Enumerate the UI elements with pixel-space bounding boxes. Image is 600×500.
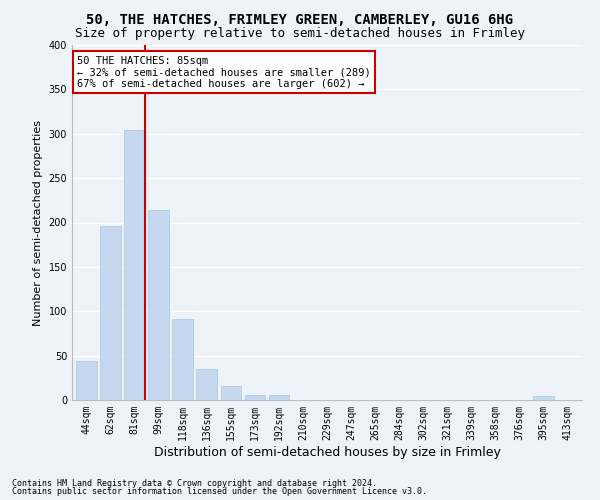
Text: Contains HM Land Registry data © Crown copyright and database right 2024.: Contains HM Land Registry data © Crown c… [12,478,377,488]
Y-axis label: Number of semi-detached properties: Number of semi-detached properties [33,120,43,326]
Bar [196,369,217,400]
Text: 50 THE HATCHES: 85sqm
← 32% of semi-detached houses are smaller (289)
67% of sem: 50 THE HATCHES: 85sqm ← 32% of semi-deta… [77,56,371,89]
Bar [269,394,289,400]
Bar [124,130,145,400]
Bar [533,396,554,400]
Text: 50, THE HATCHES, FRIMLEY GREEN, CAMBERLEY, GU16 6HG: 50, THE HATCHES, FRIMLEY GREEN, CAMBERLE… [86,12,514,26]
Bar [221,386,241,400]
Text: Contains public sector information licensed under the Open Government Licence v3: Contains public sector information licen… [12,487,427,496]
Bar [100,226,121,400]
Text: Size of property relative to semi-detached houses in Frimley: Size of property relative to semi-detach… [75,28,525,40]
Bar [76,361,97,400]
X-axis label: Distribution of semi-detached houses by size in Frimley: Distribution of semi-detached houses by … [154,446,500,458]
Bar [172,319,193,400]
Bar [148,210,169,400]
Bar [245,394,265,400]
